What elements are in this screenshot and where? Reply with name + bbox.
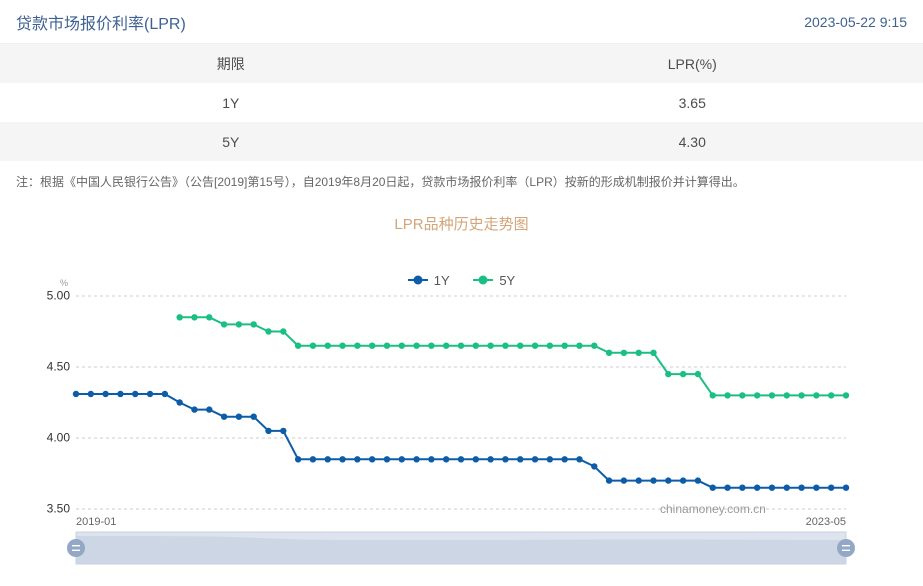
svg-text:5.00: 5.00 [47,289,71,303]
svg-text:4.00: 4.00 [47,431,71,445]
svg-text:%: % [60,278,68,288]
svg-text:3.50: 3.50 [47,502,71,516]
svg-text:2019-01: 2019-01 [76,516,116,528]
svg-text:2023-05: 2023-05 [806,516,846,528]
svg-text:4.50: 4.50 [47,360,71,374]
svg-text:chinamoney.com.cn: chinamoney.com.cn [660,502,766,516]
